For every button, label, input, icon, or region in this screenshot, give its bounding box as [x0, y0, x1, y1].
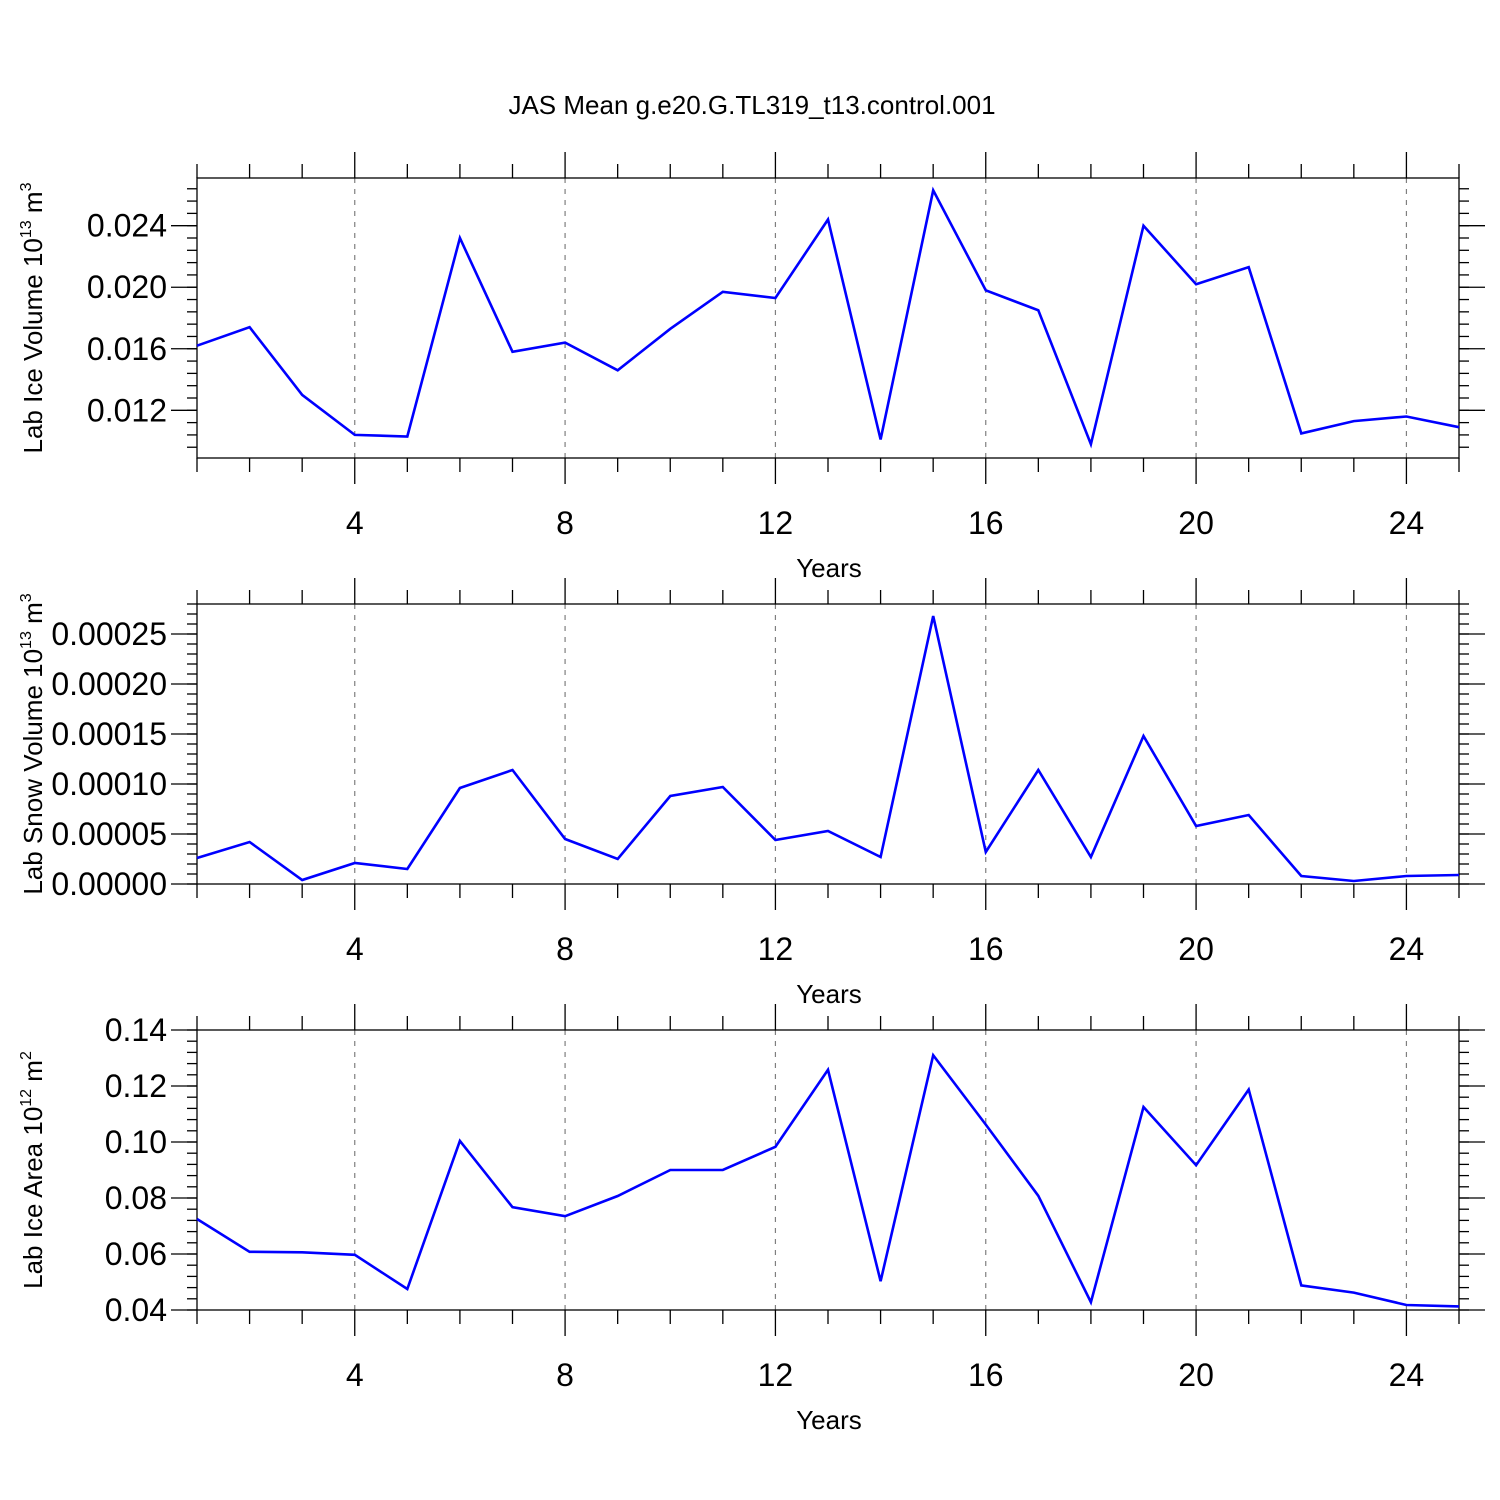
y-tick-label: 0.14 [105, 1012, 167, 1048]
y-tick-label: 0.012 [87, 392, 167, 428]
x-tick-label: 16 [968, 931, 1004, 967]
y-tick-label: 0.10 [105, 1124, 167, 1160]
series-line-ice-volume [196, 186, 1460, 449]
y-axis-label-text: m [18, 1060, 48, 1089]
x-axis-label: Years [796, 1405, 862, 1435]
x-tick-label: 24 [1389, 931, 1425, 967]
panel-snow-volume: 0.00000 0.00005 0.00010 0.00015 0.00020 0.000… [18, 578, 1485, 1009]
series-line-snow-volume [196, 615, 1460, 883]
y-tick-label: 0.020 [87, 269, 167, 305]
y-tick-label: 0.00000 [51, 866, 167, 902]
x-tick-label: 12 [758, 505, 794, 541]
y-tick-label: 0.024 [87, 208, 167, 244]
x-tick-label: 4 [346, 1357, 364, 1393]
y-axis-label-text: m [18, 191, 48, 220]
panel-ice-volume: 0.012 0.016 0.020 0.024 4 8 12 16 20 24 Years Lab I… [18, 152, 1485, 583]
x-tick-label: 24 [1389, 505, 1425, 541]
x-tick-label: 16 [968, 505, 1004, 541]
y-tick-label: 0.00025 [51, 616, 167, 652]
x-axis-label: Years [796, 553, 862, 583]
y-tick-label: 0.12 [105, 1068, 167, 1104]
y-axis-label-superscript: 13 [18, 631, 35, 649]
x-tick-label: 20 [1178, 1357, 1214, 1393]
y-tick-label: 0.00005 [51, 816, 167, 852]
y-tick-label: 0.016 [87, 331, 167, 367]
y-tick-label: 0.00015 [51, 716, 167, 752]
y-axis-label-text: Lab Ice Area 10 [18, 1107, 48, 1289]
x-tick-label: 20 [1178, 931, 1214, 967]
y-axis-label: Lab Snow Volume 1013 m3 [18, 593, 48, 894]
y-tick-label: 0.00010 [51, 766, 167, 802]
x-tick-label: 4 [346, 505, 364, 541]
panel-ice-area: 0.04 0.06 0.08 0.10 0.12 0.14 4 8 12 16 20 24 Years L… [18, 1004, 1485, 1435]
y-tick-label: 0.06 [105, 1236, 167, 1272]
x-tick-label: 12 [758, 931, 794, 967]
x-tick-label: 4 [346, 931, 364, 967]
y-tick-label: 0.04 [105, 1292, 167, 1328]
x-tick-label: 16 [968, 1357, 1004, 1393]
y-axis-label-text: Lab Ice Volume 10 [18, 238, 48, 453]
x-tick-label: 8 [556, 1357, 574, 1393]
plot-frame [196, 603, 1460, 885]
x-tick-label: 20 [1178, 505, 1214, 541]
y-axis-label-superscript: 12 [18, 1089, 35, 1107]
x-tick-label: 8 [556, 931, 574, 967]
chart-title: JAS Mean g.e20.G.TL319_t13.control.001 [508, 90, 995, 120]
y-axis-label-superscript: 13 [18, 220, 35, 238]
y-tick-label: 0.00020 [51, 666, 167, 702]
y-axis-label-superscript: 3 [18, 182, 35, 191]
x-tick-label: 24 [1389, 1357, 1425, 1393]
series-line-ice-area [196, 1052, 1460, 1308]
x-tick-label: 12 [758, 1357, 794, 1393]
y-tick-label: 0.08 [105, 1180, 167, 1216]
y-axis-label-superscript: 2 [18, 1051, 35, 1060]
y-axis-label-superscript: 3 [18, 593, 35, 602]
y-axis-label: Lab Ice Volume 1013 m3 [18, 182, 48, 453]
x-tick-label: 8 [556, 505, 574, 541]
y-axis-label-text: Lab Snow Volume 10 [18, 649, 48, 895]
y-axis-label-text: m [18, 602, 48, 631]
y-axis-label: Lab Ice Area 1012 m2 [18, 1051, 48, 1289]
x-axis-label: Years [796, 979, 862, 1009]
